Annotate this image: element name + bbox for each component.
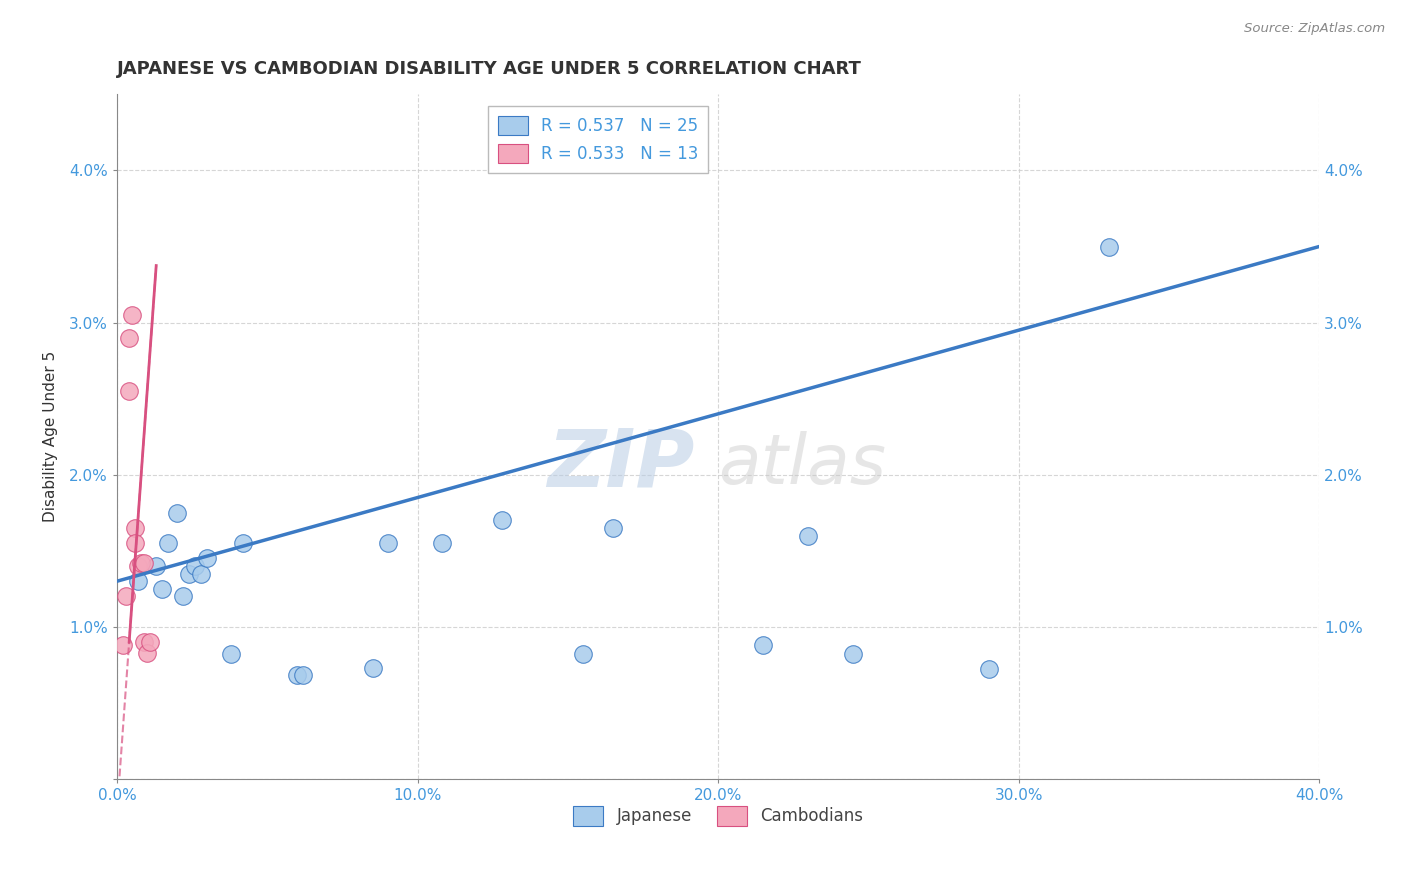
Point xyxy=(361,661,384,675)
Point xyxy=(124,536,146,550)
Point xyxy=(118,331,141,345)
Point xyxy=(232,536,254,550)
Point xyxy=(190,566,212,581)
Point xyxy=(145,558,167,573)
Point xyxy=(1098,239,1121,253)
Point xyxy=(121,308,143,322)
Point xyxy=(115,590,138,604)
Point xyxy=(292,668,315,682)
Point xyxy=(752,638,775,652)
Point xyxy=(136,646,159,660)
Point xyxy=(150,582,173,596)
Text: atlas: atlas xyxy=(718,431,886,498)
Text: JAPANESE VS CAMBODIAN DISABILITY AGE UNDER 5 CORRELATION CHART: JAPANESE VS CAMBODIAN DISABILITY AGE UND… xyxy=(117,60,862,78)
Point xyxy=(134,635,156,649)
Text: ZIP: ZIP xyxy=(547,425,695,503)
Point xyxy=(127,574,149,589)
Point xyxy=(287,668,309,682)
Point xyxy=(797,528,820,542)
Point xyxy=(134,556,156,570)
Point xyxy=(572,647,595,661)
Point xyxy=(129,556,152,570)
Point xyxy=(127,558,149,573)
Text: Source: ZipAtlas.com: Source: ZipAtlas.com xyxy=(1244,22,1385,36)
Point xyxy=(112,638,135,652)
Point xyxy=(430,536,453,550)
Y-axis label: Disability Age Under 5: Disability Age Under 5 xyxy=(44,351,58,523)
Point xyxy=(184,558,207,573)
Point xyxy=(221,647,243,661)
Point xyxy=(139,635,162,649)
Point xyxy=(157,536,180,550)
Point xyxy=(172,590,194,604)
Legend: Japanese, Cambodians: Japanese, Cambodians xyxy=(567,799,870,832)
Point xyxy=(377,536,399,550)
Point xyxy=(124,521,146,535)
Point xyxy=(977,662,1000,676)
Point xyxy=(118,384,141,398)
Point xyxy=(179,566,201,581)
Point xyxy=(602,521,624,535)
Point xyxy=(195,551,218,566)
Point xyxy=(166,506,188,520)
Point xyxy=(842,647,865,661)
Point xyxy=(491,513,513,527)
